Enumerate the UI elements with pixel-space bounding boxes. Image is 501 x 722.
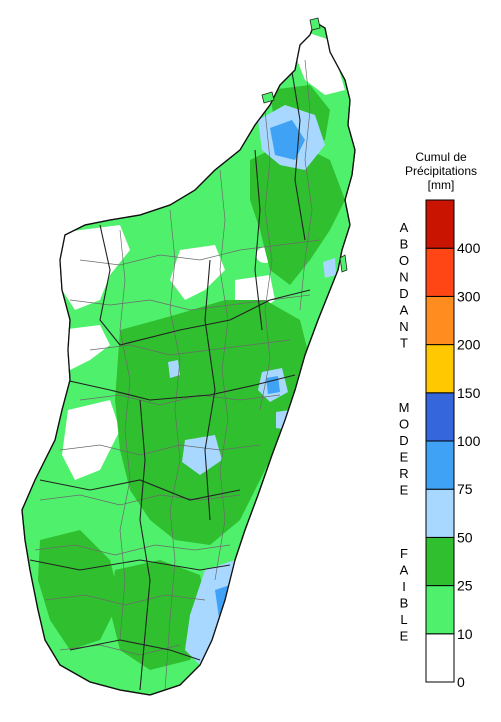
legend-tick-label: 400 [457, 240, 481, 256]
legend-tick-label: 100 [457, 433, 481, 449]
legend-title-line1: Cumul de [415, 150, 467, 164]
legend-category-letter: E [400, 629, 409, 644]
legend-tick-label: 300 [457, 288, 481, 304]
legend-category-letter: F [400, 546, 408, 561]
legend-swatch [425, 199, 455, 249]
legend-category-letter: R [399, 466, 408, 481]
legend-category-letter: O [399, 417, 409, 432]
legend-category-letter: D [399, 286, 408, 301]
legend-swatch [425, 633, 455, 683]
legend-category-letter: D [399, 433, 408, 448]
legend-swatch [425, 536, 455, 587]
legend-category-letter: N [399, 319, 408, 334]
legend-category-letter: M [399, 400, 410, 415]
legend-category-letter: N [399, 270, 408, 285]
legend-category-letter: A [400, 303, 409, 318]
legend-category-letter: L [400, 612, 407, 627]
legend-swatch [425, 440, 455, 490]
legend-category-letter: A [400, 220, 409, 235]
legend-category-letter: T [400, 336, 408, 351]
legend-tick-label: 75 [457, 481, 473, 497]
rainfall-legend: Cumul de Précipitations [mm] 0 10 25 50 75 10… [380, 0, 501, 722]
madagascar-rainfall-map [21, 17, 356, 696]
legend-swatch [425, 392, 455, 442]
legend-title: Cumul de Précipitations [mm] [396, 150, 486, 192]
legend-category-letter: B [400, 237, 409, 252]
legend-tick-label: 200 [457, 337, 481, 353]
island-nosy-be [261, 91, 275, 104]
legend-category-letter: A [400, 563, 409, 578]
legend-swatch [425, 295, 455, 346]
legend-swatch [425, 488, 455, 538]
legend-unit: [mm] [427, 178, 455, 192]
legend-tick-label: 10 [457, 626, 473, 642]
region-boundaries [29, 59, 311, 691]
legend-colorbar: 010255075100150200300400ABONDANTMODEREFA… [399, 199, 481, 690]
legend-category-letter: E [400, 483, 409, 498]
legend-title-line2: Précipitations [404, 164, 478, 178]
legend-tick-label: 150 [457, 385, 481, 401]
legend-category-letter: O [399, 253, 409, 268]
legend-swatch [425, 247, 455, 297]
legend-swatch [425, 344, 455, 394]
legend-category-letter: B [400, 596, 409, 611]
legend-tick-label: 50 [457, 529, 473, 545]
legend-swatch [425, 585, 455, 635]
coastline [21, 21, 356, 696]
island-sainte-marie [339, 254, 348, 273]
island-north-tip [309, 17, 321, 31]
legend-tick-label: 0 [457, 674, 465, 690]
legend-tick-label: 25 [457, 578, 473, 594]
legend-category-letter: I [402, 579, 406, 594]
legend-category-letter: E [400, 450, 409, 465]
